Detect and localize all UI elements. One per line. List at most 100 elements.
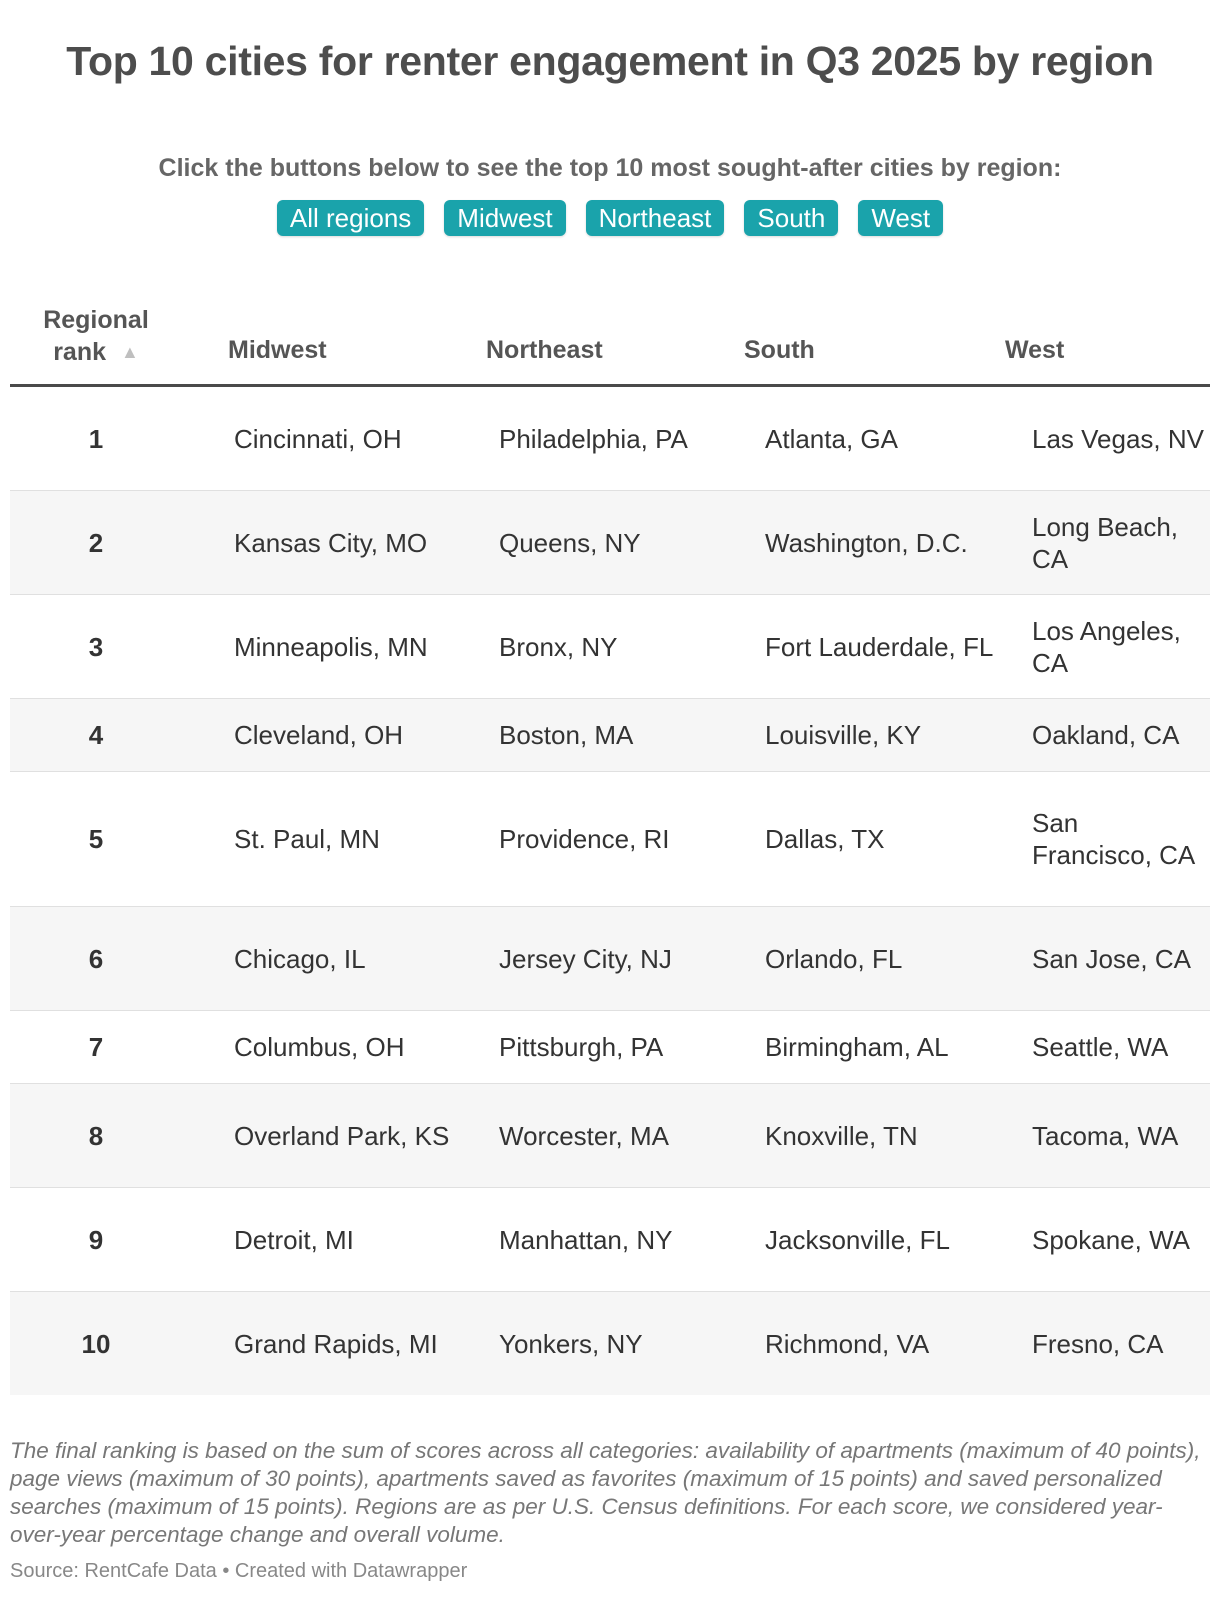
west-cell: San Francisco, CA	[1032, 772, 1204, 906]
rank-cell-text: 2	[88, 527, 104, 558]
rank-cell: 3	[10, 595, 182, 698]
south-cell-text: Orlando, FL	[765, 943, 903, 974]
column-header-midwest[interactable]: Midwest	[228, 336, 327, 364]
northeast-cell: Philadelphia, PA	[499, 387, 754, 490]
south-cell-text: Knoxville, TN	[765, 1120, 918, 1151]
column-header-rank-line1: Regional	[43, 306, 149, 334]
northeast-cell: Yonkers, NY	[499, 1292, 754, 1395]
northeast-cell-text: Manhattan, NY	[499, 1224, 673, 1255]
column-header-rank-line2: rank	[53, 338, 107, 366]
region-filter-buttons: All regions Midwest Northeast South West	[0, 200, 1220, 236]
northeast-cell: Providence, RI	[499, 772, 754, 906]
west-cell-text: Fresno, CA	[1032, 1328, 1164, 1359]
west-cell: Oakland, CA	[1032, 699, 1204, 771]
west-cell-text: Tacoma, WA	[1032, 1120, 1179, 1151]
rank-cell-text: 5	[88, 824, 104, 854]
northeast-cell-text: Philadelphia, PA	[499, 423, 688, 454]
table-row: 10 Grand Rapids, MI Yonkers, NY Richmond, V…	[10, 1292, 1210, 1395]
west-cell: Seattle, WA	[1032, 1011, 1204, 1083]
midwest-cell: Cleveland, OH	[234, 699, 454, 771]
northeast-cell: Bronx, NY	[499, 595, 754, 698]
midwest-cell: Kansas City, MO	[234, 491, 454, 594]
west-cell-text: Las Vegas, NV	[1032, 423, 1204, 454]
table-header: Regional rank ▲ Midwest Northeast South …	[10, 300, 1210, 387]
rank-cell-text: 6	[88, 943, 104, 974]
rank-cell: 2	[10, 491, 182, 594]
south-button[interactable]: South	[744, 200, 839, 236]
south-cell: Birmingham, AL	[765, 1011, 1013, 1083]
column-header-west[interactable]: West	[1005, 336, 1065, 364]
table-row: 1 Cincinnati, OH Philadelphia, PA Atlanta, …	[10, 387, 1210, 491]
west-cell-text: San Jose, CA	[1032, 943, 1191, 974]
rank-cell: 9	[10, 1188, 182, 1291]
midwest-button[interactable]: Midwest	[444, 200, 566, 236]
south-cell: Richmond, VA	[765, 1292, 1013, 1395]
column-header-south[interactable]: South	[744, 336, 815, 364]
midwest-cell-text: Chicago, IL	[234, 943, 366, 974]
midwest-cell-text: Kansas City, MO	[234, 527, 428, 558]
south-cell-text: Jacksonville, FL	[765, 1224, 950, 1255]
column-header-northeast[interactable]: Northeast	[486, 336, 603, 364]
midwest-cell-text: Cincinnati, OH	[234, 423, 402, 454]
west-cell: Los Angeles, CA	[1032, 595, 1204, 698]
northeast-cell-text: Bronx, NY	[499, 631, 618, 662]
northeast-cell-text: Worcester, MA	[499, 1120, 670, 1151]
rank-cell-text: 3	[88, 631, 104, 662]
south-cell: Knoxville, TN	[765, 1084, 1013, 1187]
west-cell: San Jose, CA	[1032, 907, 1204, 1010]
chart-title: Top 10 cities for renter engagement in Q…	[66, 38, 1154, 84]
west-button[interactable]: West	[858, 200, 944, 236]
table-row: 9 Detroit, MI Manhattan, NY Jacksonville, F…	[10, 1188, 1210, 1292]
south-cell: Jacksonville, FL	[765, 1188, 1013, 1291]
column-header-rank[interactable]: Regional rank ▲	[10, 304, 182, 368]
west-cell-text: Oakland, CA	[1032, 720, 1180, 750]
midwest-cell: Grand Rapids, MI	[234, 1292, 454, 1395]
south-cell: Washington, D.C.	[765, 491, 1013, 594]
midwest-cell-text: St. Paul, MN	[234, 824, 380, 854]
south-cell: Louisville, KY	[765, 699, 1013, 771]
south-cell-text: Birmingham, AL	[765, 1032, 949, 1062]
midwest-cell-text: Grand Rapids, MI	[234, 1328, 438, 1359]
west-cell-text: Long Beach, CA	[1032, 511, 1179, 574]
table-row: 2 Kansas City, MO Queens, NY Washington, D.…	[10, 491, 1210, 595]
midwest-cell: Columbus, OH	[234, 1011, 454, 1083]
midwest-cell-text: Overland Park, KS	[234, 1120, 450, 1151]
chart-notes: The final ranking is based on the sum of…	[10, 1438, 1201, 1547]
rank-cell: 6	[10, 907, 182, 1010]
sort-ascending-icon: ▲	[120, 342, 139, 362]
west-cell: Long Beach, CA	[1032, 491, 1204, 594]
south-cell: Orlando, FL	[765, 907, 1013, 1010]
south-cell-text: Louisville, KY	[765, 720, 922, 750]
south-cell-text: Richmond, VA	[765, 1328, 930, 1359]
table-row: 3 Minneapolis, MN Bronx, NY Fort Lauderdale…	[10, 595, 1210, 699]
midwest-cell: St. Paul, MN	[234, 772, 454, 906]
northeast-cell: Queens, NY	[499, 491, 754, 594]
northeast-cell: Jersey City, NJ	[499, 907, 754, 1010]
table-row: 8 Overland Park, KS Worcester, MA Knoxville…	[10, 1084, 1210, 1188]
west-cell-text: Spokane, WA	[1032, 1224, 1191, 1255]
table-row: 4 Cleveland, OH Boston, MA Louisville, KY Oa…	[10, 699, 1210, 772]
midwest-cell: Minneapolis, MN	[234, 595, 454, 698]
northeast-cell: Manhattan, NY	[499, 1188, 754, 1291]
west-cell-text: San Francisco, CA	[1032, 808, 1196, 870]
midwest-cell-text: Minneapolis, MN	[234, 631, 428, 662]
south-cell: Atlanta, GA	[765, 387, 1013, 490]
northeast-cell: Worcester, MA	[499, 1084, 754, 1187]
south-cell-text: Washington, D.C.	[765, 527, 968, 558]
northeast-cell-text: Pittsburgh, PA	[499, 1032, 664, 1062]
northeast-button[interactable]: Northeast	[585, 200, 725, 236]
west-cell: Tacoma, WA	[1032, 1084, 1204, 1187]
west-cell: Fresno, CA	[1032, 1292, 1204, 1395]
northeast-cell: Pittsburgh, PA	[499, 1011, 754, 1083]
rank-cell: 5	[10, 772, 182, 906]
midwest-cell-text: Cleveland, OH	[234, 720, 404, 750]
table-row: 6 Chicago, IL Jersey City, NJ Orlando, FL Sa…	[10, 907, 1210, 1011]
rank-cell-text: 8	[88, 1120, 104, 1151]
rank-cell-text: 7	[88, 1032, 104, 1062]
midwest-cell: Chicago, IL	[234, 907, 454, 1010]
west-cell: Spokane, WA	[1032, 1188, 1204, 1291]
west-cell-text: Seattle, WA	[1032, 1032, 1169, 1062]
all-regions-button[interactable]: All regions	[276, 200, 425, 236]
column-header-rank-label: Regional rank	[43, 306, 149, 366]
table-row: 5 St. Paul, MN Providence, RI Dallas, TX San…	[10, 772, 1210, 907]
